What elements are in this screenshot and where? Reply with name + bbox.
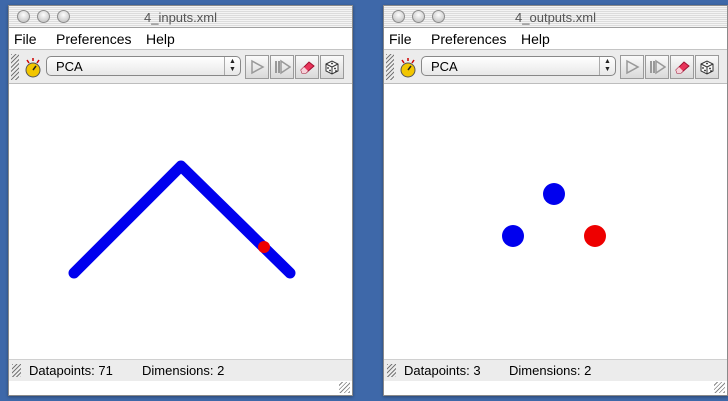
output-point [502,225,524,247]
step-button[interactable] [645,55,669,79]
play-icon [251,59,265,75]
status-grip-icon[interactable] [12,364,21,377]
clock-icon[interactable] [23,56,43,78]
minimize-button[interactable] [37,10,50,23]
zoom-button[interactable] [432,10,445,23]
window-outputs: 4_outputs.xml File Preferences Help PCA … [383,5,728,396]
menu-bar: File Preferences Help [384,28,727,50]
bottom-strip [9,381,352,395]
play-button[interactable] [245,55,269,79]
minimize-button[interactable] [412,10,425,23]
eraser-button[interactable] [295,55,319,79]
play-button[interactable] [620,55,644,79]
output-point [543,183,565,205]
menu-bar: File Preferences Help [9,28,352,50]
window-title: 4_inputs.xml [144,10,217,25]
chevron-updown-icon: ▲ ▼ [224,57,240,75]
plot-svg [68,160,296,279]
eraser-icon [675,61,690,74]
eraser-button[interactable] [670,55,694,79]
dice-icon [325,60,339,75]
plot-canvas[interactable] [9,84,352,359]
datapoints-count: Datapoints: 71 [29,363,113,378]
menu-file[interactable]: File [389,31,412,47]
dimensions-count: Dimensions: 2 [142,363,225,378]
algorithm-select-value: PCA [56,59,83,74]
chevron-updown-icon: ▲ ▼ [599,57,615,75]
datapoints-count: Datapoints: 3 [404,363,481,378]
window-inputs: 4_inputs.xml File Preferences Help PCA ▲… [8,5,353,396]
menu-help[interactable]: Help [521,31,550,47]
toolbar-grip-icon[interactable] [11,54,19,80]
randomize-button[interactable] [320,55,344,79]
play-icon [626,59,640,75]
step-icon [275,59,291,75]
resize-grip-icon[interactable] [714,382,725,393]
step-icon [650,59,666,75]
input-data-line [68,160,296,279]
bottom-strip [384,381,727,395]
randomize-button[interactable] [695,55,719,79]
close-button[interactable] [17,10,30,23]
menu-help[interactable]: Help [146,31,175,47]
algorithm-select[interactable]: PCA ▲ ▼ [46,56,241,76]
window-title: 4_outputs.xml [515,10,596,25]
dice-icon [700,60,714,75]
dimensions-count: Dimensions: 2 [509,363,592,378]
resize-grip-icon[interactable] [339,382,350,393]
clock-icon[interactable] [398,56,418,78]
menu-file[interactable]: File [14,31,37,47]
toolbar: PCA ▲ ▼ [9,50,352,84]
title-bar[interactable]: 4_outputs.xml [384,6,727,28]
toolbar-grip-icon[interactable] [386,54,394,80]
menu-preferences[interactable]: Preferences [431,31,507,47]
close-button[interactable] [392,10,405,23]
highlighted-point [258,241,270,253]
status-bar: Datapoints: 71 Dimensions: 2 [9,359,352,381]
algorithm-select-value: PCA [431,59,458,74]
status-grip-icon[interactable] [387,364,396,377]
status-bar: Datapoints: 3 Dimensions: 2 [384,359,727,381]
step-button[interactable] [270,55,294,79]
eraser-icon [300,61,315,74]
title-bar[interactable]: 4_inputs.xml [9,6,352,28]
toolbar: PCA ▲ ▼ [384,50,727,84]
plot-canvas[interactable] [384,84,727,359]
plot-svg [502,183,606,247]
algorithm-select[interactable]: PCA ▲ ▼ [421,56,616,76]
zoom-button[interactable] [57,10,70,23]
output-point-highlighted [584,225,606,247]
menu-preferences[interactable]: Preferences [56,31,132,47]
